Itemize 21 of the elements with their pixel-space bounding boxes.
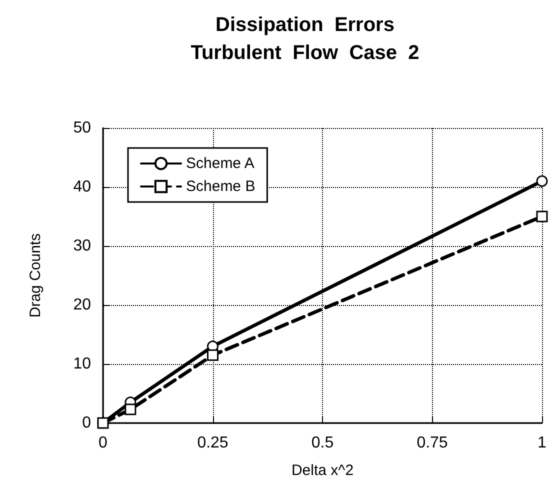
point <box>536 175 548 187</box>
x-tick-label: 0.5 <box>311 434 334 452</box>
x-axis-title: Delta x^2 <box>291 462 354 479</box>
y-tick-label: 40 <box>73 178 92 196</box>
y-axis-title: Drag Counts <box>27 233 44 318</box>
legend-label: Scheme A <box>186 155 254 172</box>
x-tick-label: 0 <box>98 434 108 452</box>
x-tick-label: 0.25 <box>197 434 228 452</box>
x-tick-label: 1 <box>538 434 547 452</box>
y-tick-label: 20 <box>73 296 92 314</box>
point <box>97 417 109 429</box>
y-tick-label: 30 <box>73 238 92 254</box>
point <box>124 404 136 416</box>
y-tick-label: 50 <box>73 120 92 136</box>
point <box>207 349 218 361</box>
legend-label: Scheme B <box>186 178 256 195</box>
x-tick-label: 0.75 <box>416 434 448 452</box>
y-tick-label: 10 <box>73 356 92 372</box>
y-tick-label: 0 <box>82 414 92 432</box>
point <box>536 210 548 222</box>
chart-title: Dissipation Errors Turbulent Flow Case 2 <box>190 14 420 64</box>
